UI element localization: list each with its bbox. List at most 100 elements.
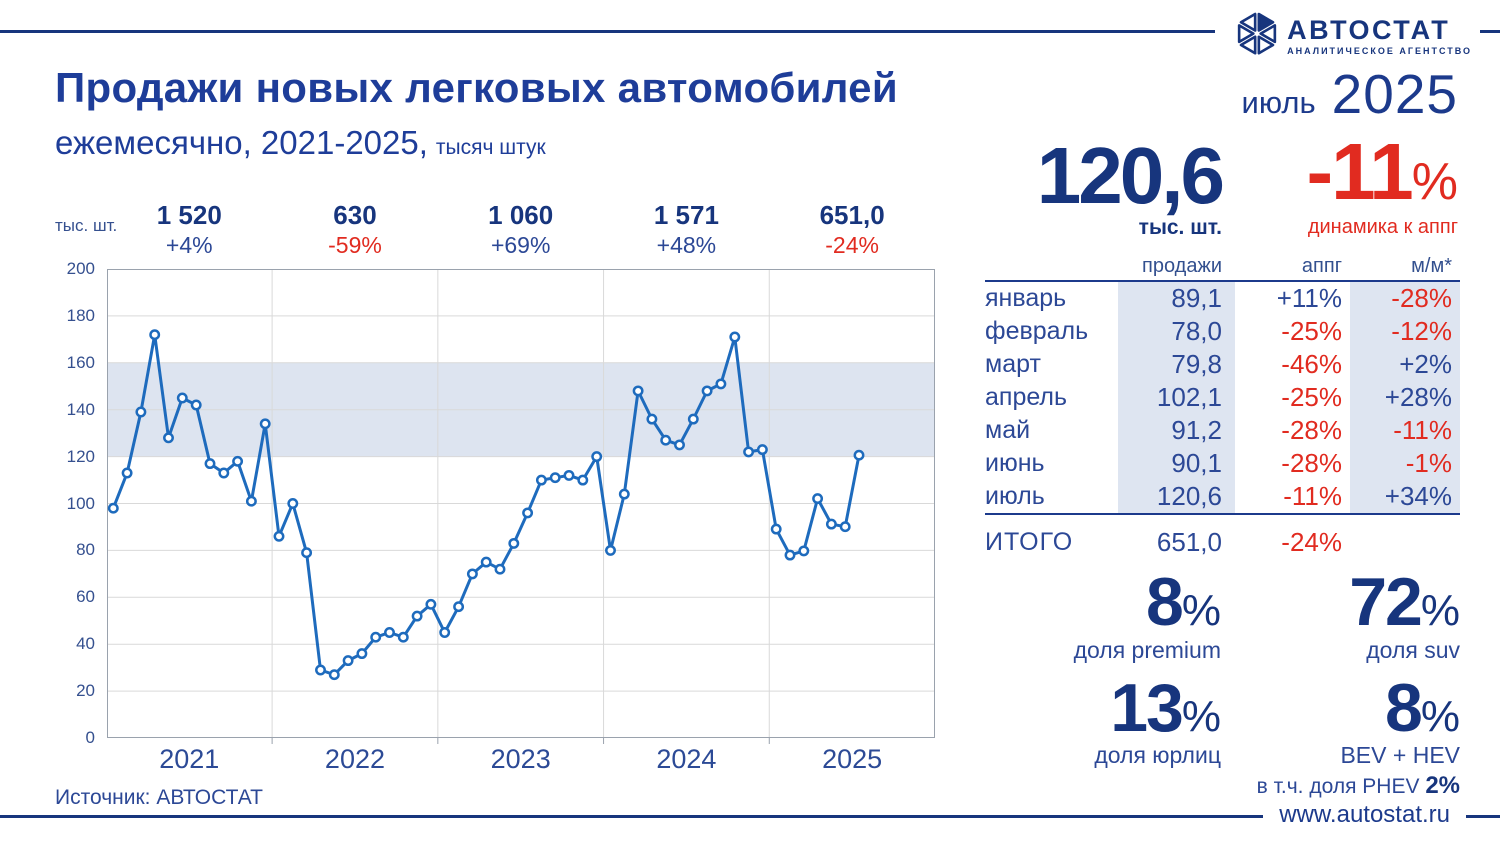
y-axis-tick-label: 100 [66,493,95,513]
y-axis-tick-label: 0 [85,728,95,747]
x-axis-year-label: 2024 [656,744,717,774]
kpi-yoy-label: динамика к аппг [1307,216,1458,238]
kpi-monthly-sales: 120,6 тыс. шт. [1036,131,1225,240]
stat-legal-value: 13 [1110,669,1184,746]
table-cell-yoy: -11% [1283,481,1342,511]
y-axis-tick-label: 140 [66,399,95,419]
stat-legal-label: доля юрлиц [1094,742,1221,769]
table-cell-yoy: -25% [1281,382,1342,412]
sales-table: продажи аппг м/м* январь 89,1 +11% -28% февр… [985,252,1460,561]
stat-premium-value: 8 [1146,564,1184,640]
stat-suv: 72% доля suv [1249,568,1460,664]
annual-total-yoy: -59% [328,231,382,258]
table-header-month [985,252,1118,282]
y-axis-tick-label: 80 [76,540,95,560]
stat-suv-label: доля suv [1366,636,1460,663]
table-cell-mom: +34% [1350,480,1460,513]
page-title: Продажи новых легковых автомобилей [55,64,898,111]
annual-total: 630 -59% [328,200,382,261]
stat-premium-label: доля premium [1073,636,1221,663]
phev-share-note: в т.ч. доля PHEV 2% [1257,772,1460,800]
subtitle-unit: тысяч штук [435,136,546,159]
table-cell-mom: -1% [1350,447,1460,480]
autostat-logo: АВТОСТАТ АНАЛИТИЧЕСКОЕ АГЕНТСТВО [1215,3,1480,59]
table-cell-mom: -12% [1350,315,1460,348]
kpi-yoy-dynamics: -11% динамика к аппг [1307,132,1458,239]
period-year: 2025 [1331,63,1458,125]
table-cell-sales: 90,1 [1118,447,1235,480]
table-cell-month: январь [985,284,1067,312]
sales-chart-svg [107,269,935,744]
annual-total-value: 1 520 [156,200,222,230]
annual-total-value: 1 060 [488,200,554,230]
annual-total: 651,0 -24% [819,200,885,261]
table-cell-yoy: +11% [1276,283,1342,313]
table-total-label: ИТОГО [985,513,1118,561]
stat-suv-value: 72 [1349,564,1423,640]
logo-name: АВТОСТАТ [1287,15,1451,45]
bottom-divider [0,815,1500,818]
y-axis-tick-label: 180 [66,305,95,325]
table-cell-month: июль [985,482,1045,510]
top-divider [0,30,1500,33]
annual-total-value: 1 571 [653,200,719,230]
stat-bev-percent-sign: % [1420,691,1460,741]
table-cell-sales: 120,6 [1118,480,1235,513]
annual-total: 1 060 +69% [488,200,554,261]
website-url: www.autostat.ru [1263,801,1466,829]
annual-total-yoy: +69% [490,231,551,258]
kpi-yoy-percent-sign: % [1411,153,1458,211]
stat-bev-label: BEV + HEV [1340,742,1460,769]
subtitle-period: ежемесячно, 2021-2025, [55,124,428,161]
y-axis-tick-label: 40 [76,634,95,654]
table-cell-sales: 78,0 [1118,315,1235,348]
kpi-sales-value: 120,6 [1036,131,1225,220]
y-axis-tick-label: 60 [76,587,95,607]
y-axis-unit-label: тыс. шт. [55,216,118,235]
table-cell-month: март [985,350,1041,378]
phev-note-value: 2% [1425,772,1460,799]
stat-legal-percent-sign: % [1181,691,1221,741]
table-header-yoy: аппг [1235,252,1350,282]
table-cell-yoy: -25% [1281,316,1342,346]
table-cell-mom: +28% [1350,381,1460,414]
table-cell-mom: -28% [1350,282,1460,315]
logo-tagline: АНАЛИТИЧЕСКОЕ АГЕНТСТВО [1287,46,1472,56]
table-cell-sales: 91,2 [1118,414,1235,447]
page-subtitle: ежемесячно, 2021-2025, тысяч штук [55,124,546,162]
stat-premium-percent-sign: % [1181,586,1221,635]
x-axis-year-label: 2021 [159,744,220,774]
annual-total: 1 520 +4% [156,200,222,261]
x-axis-year-label: 2025 [822,744,883,774]
annual-total-value: 651,0 [819,200,885,230]
stat-legal-entities: 13% доля юрлиц [1010,674,1221,770]
annual-total-yoy: +4% [165,231,213,258]
monthly-sales-chart: тыс. шт. 0 20 40 60 80 100 120 140 160 180 200 1 5… [0,195,960,815]
stat-premium: 8% доля premium [1010,568,1221,664]
table-total-yoy: -24% [1235,513,1350,561]
annual-total-yoy: +48% [656,231,717,258]
annual-total-value: 630 [333,200,377,230]
table-cell-month: июнь [985,449,1045,477]
table-cell-sales: 102,1 [1118,381,1235,414]
y-axis-tick-label: 120 [66,446,95,466]
table-total-empty [1350,513,1460,561]
table-cell-sales: 89,1 [1118,282,1235,315]
source-note: Источник: АВТОСТАТ [55,786,263,809]
period-month: июль [1241,85,1316,120]
autostat-logo-icon [1237,12,1277,55]
table-cell-yoy: -28% [1281,415,1342,445]
stat-suv-percent-sign: % [1420,586,1460,635]
stat-bev-value: 8 [1385,669,1423,746]
table-header-mom: м/м* [1350,252,1460,282]
kpi-sales-unit: тыс. шт. [1138,216,1222,239]
table-cell-month: май [985,416,1031,444]
table-cell-yoy: -46% [1281,349,1342,379]
table-cell-month: февраль [985,317,1089,345]
kpi-yoy-value: -11 [1306,127,1414,216]
table-cell-sales: 79,8 [1118,348,1235,381]
annual-total: 1 571 +48% [653,200,719,261]
x-axis-year-label: 2023 [490,744,551,774]
y-axis-tick-label: 200 [66,259,95,278]
table-total-sales: 651,0 [1118,513,1235,561]
